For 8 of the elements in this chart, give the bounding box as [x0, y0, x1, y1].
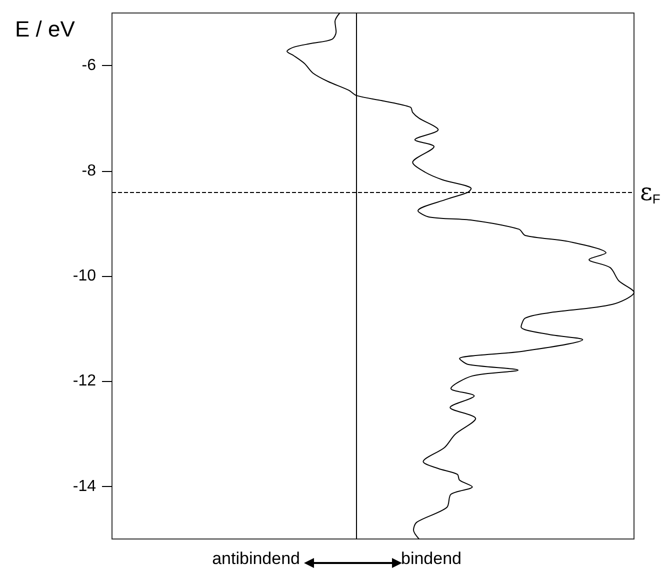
text: bindend — [401, 549, 462, 568]
y-tick-label: -10 — [72, 268, 96, 284]
y-tick-label: -14 — [72, 478, 96, 495]
text: antibindend — [212, 549, 300, 568]
y-tick-label: -8 — [82, 162, 96, 180]
y-tick-label: -6 — [82, 57, 96, 74]
y-tick-label: -12 — [72, 372, 96, 390]
y-axis-title: E / eV — [15, 16, 76, 42]
